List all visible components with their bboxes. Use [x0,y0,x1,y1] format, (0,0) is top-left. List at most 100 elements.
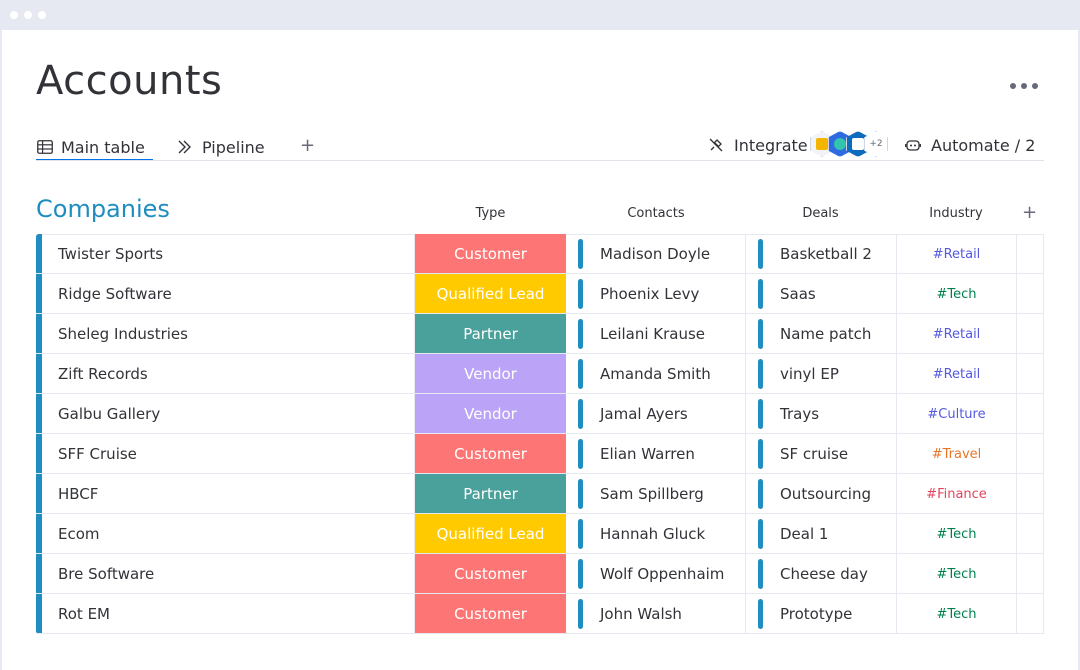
contact-cell[interactable]: Wolf Oppenhaim [577,554,746,594]
group-title[interactable]: Companies [36,195,170,223]
company-name-cell[interactable]: Twister Sports [42,234,415,274]
window-dot-icon [10,11,18,19]
contact-cell[interactable]: Phoenix Levy [577,274,746,314]
company-name-cell[interactable]: Sheleg Industries [42,314,415,354]
column-header-type[interactable]: Type [475,206,506,221]
deal-cell[interactable]: Saas [757,274,897,314]
connection-indicator [578,599,583,629]
deal-cell[interactable]: Outsourcing [757,474,897,514]
empty-cell [1017,514,1044,554]
type-status-label[interactable]: Customer [415,554,566,593]
company-name-cell[interactable]: Galbu Gallery [42,394,415,434]
empty-cell [1017,394,1044,434]
connection-indicator [578,279,583,309]
type-status-label[interactable]: Qualified Lead [415,274,566,313]
deal-cell[interactable]: Trays [757,394,897,434]
pipeline-icon [178,140,191,154]
type-status-label[interactable]: Vendor [415,354,566,393]
deal-cell[interactable]: vinyl EP [757,354,897,394]
more-options-icon[interactable] [1010,79,1044,93]
contact-cell[interactable]: John Walsh [577,594,746,634]
contact-cell[interactable]: Madison Doyle [577,234,746,274]
deal-cell[interactable]: Deal 1 [757,514,897,554]
table-row[interactable]: Zift Records Vendor Amanda Smith vinyl EP #R… [36,354,1044,394]
contact-cell[interactable]: Jamal Ayers [577,394,746,434]
connection-indicator [578,519,583,549]
industry-tag[interactable]: #Culture [897,394,1017,434]
column-header-deals[interactable]: Deals [802,206,839,221]
table-row[interactable]: Rot EM Customer John Walsh Prototype #Tech [36,594,1044,634]
table-border [1043,234,1044,634]
tab-label: Pipeline [202,137,265,157]
contact-cell[interactable]: Leilani Krause [577,314,746,354]
industry-tag[interactable]: #Retail [897,234,1017,274]
window-titlebar [0,0,1080,30]
table-row[interactable]: Galbu Gallery Vendor Jamal Ayers Trays #Cult… [36,394,1044,434]
industry-tag[interactable]: #Tech [897,514,1017,554]
window-dot-icon [38,11,46,19]
empty-cell [1017,274,1044,314]
company-name-cell[interactable]: Rot EM [42,594,415,634]
table-row[interactable]: Bre Software Customer Wolf Oppenhaim Cheese… [36,554,1044,594]
deal-cell[interactable]: Name patch [757,314,897,354]
empty-cell [1017,314,1044,354]
company-name-cell[interactable]: HBCF [42,474,415,514]
industry-tag[interactable]: #Finance [897,474,1017,514]
company-name-cell[interactable]: Ecom [42,514,415,554]
industry-tag[interactable]: #Tech [897,554,1017,594]
type-status-label[interactable]: Qualified Lead [415,514,566,553]
window-dot-icon [24,11,32,19]
type-status-label[interactable]: Partner [415,314,566,353]
industry-tag[interactable]: #Travel [897,434,1017,474]
integrate-button[interactable]: Integrate [708,134,808,156]
connection-indicator [578,319,583,349]
deal-cell[interactable]: Basketball 2 [757,234,897,274]
table-row[interactable]: SFF Cruise Customer Elian Warren SF cruise #… [36,434,1044,474]
company-name-cell[interactable]: Bre Software [42,554,415,594]
connection-indicator [758,599,763,629]
add-view-button[interactable]: + [300,135,316,156]
type-status-label[interactable]: Vendor [415,394,566,433]
table-row[interactable]: Sheleg Industries Partner Leilani Krause Na… [36,314,1044,354]
empty-cell [1017,234,1044,274]
deal-cell[interactable]: Prototype [757,594,897,634]
company-name-cell[interactable]: SFF Cruise [42,434,415,474]
contact-cell[interactable]: Hannah Gluck [577,514,746,554]
page-title: Accounts [36,58,223,104]
integration-icons[interactable]: +2 [810,130,888,158]
add-column-button[interactable]: + [1022,202,1038,223]
tab-main-table[interactable]: Main table [37,134,145,160]
column-header-contacts[interactable]: Contacts [627,206,685,221]
contact-cell[interactable]: Elian Warren [577,434,746,474]
type-status-label[interactable]: Customer [415,594,566,633]
connection-indicator [758,519,763,549]
contact-cell[interactable]: Sam Spillberg [577,474,746,514]
deal-cell[interactable]: Cheese day [757,554,897,594]
table-row[interactable]: Ecom Qualified Lead Hannah Gluck Deal 1 #Tec… [36,514,1044,554]
empty-cell [1017,434,1044,474]
industry-tag[interactable]: #Retail [897,314,1017,354]
type-status-label[interactable]: Customer [415,234,566,273]
connection-indicator [758,239,763,269]
industry-tag[interactable]: #Retail [897,354,1017,394]
industry-tag[interactable]: #Tech [897,594,1017,634]
contact-cell[interactable]: Amanda Smith [577,354,746,394]
deal-cell[interactable]: SF cruise [757,434,897,474]
empty-cell [1017,594,1044,634]
robot-icon [905,140,921,151]
tab-pipeline[interactable]: Pipeline [178,134,265,160]
type-status-label[interactable]: Partner [415,474,566,513]
table-row[interactable]: Ridge Software Qualified Lead Phoenix Levy… [36,274,1044,314]
industry-tag[interactable]: #Tech [897,274,1017,314]
empty-cell [1017,474,1044,514]
automate-button[interactable]: Automate / 2 [905,134,1035,156]
table-row[interactable]: Twister Sports Customer Madison Doyle Baske… [36,234,1044,274]
tabs-divider [36,160,1044,161]
company-name-cell[interactable]: Zift Records [42,354,415,394]
connection-indicator [758,319,763,349]
company-name-cell[interactable]: Ridge Software [42,274,415,314]
connection-indicator [758,399,763,429]
type-status-label[interactable]: Customer [415,434,566,473]
table-row[interactable]: HBCF Partner Sam Spillberg Outsourcing #Fina… [36,474,1044,514]
column-header-industry[interactable]: Industry [929,206,983,221]
